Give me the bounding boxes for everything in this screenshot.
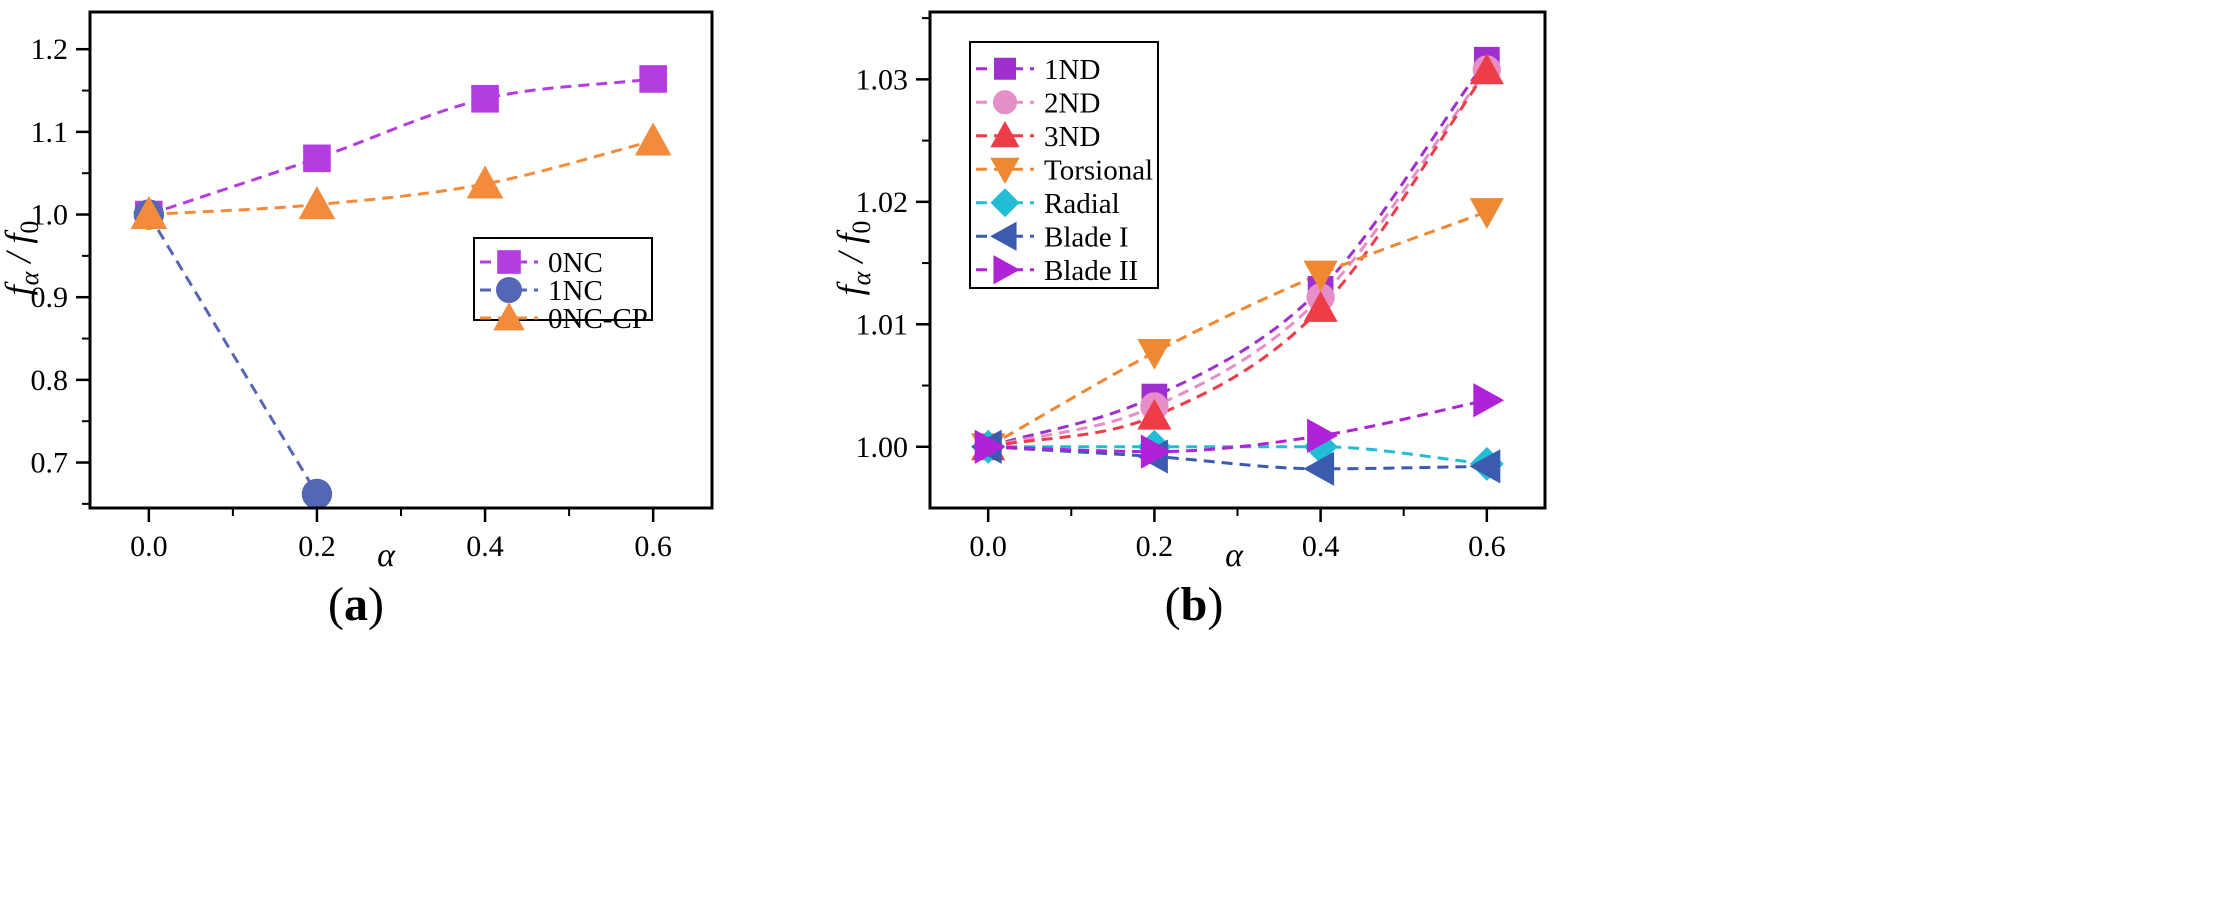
panel-a-legend-1nc-label: 1NC <box>548 275 603 307</box>
panel-b-y-axis-label: fα / f0 <box>830 221 876 296</box>
panel-b-y-label-den-sub: 0 <box>847 221 876 234</box>
panel-b-legend-3nd-marker <box>990 120 1020 148</box>
panel-b-legend-blade-i-marker <box>990 221 1017 251</box>
panel-b-y-tick-label: 1.00 <box>856 431 909 464</box>
panel-b-legend-3nd-label: 3ND <box>1044 121 1100 153</box>
panel-a: 0.0 0.2 0.4 0.6 0.7 0.8 0.9 1.0 1.1 1.2 (a) α fα … <box>0 10 714 631</box>
panel-b-legend-2nd-label: 2ND <box>1044 87 1100 119</box>
panel-b-series-blade-ii-point <box>1307 418 1338 453</box>
panel-b-series-blade-ii-point <box>1140 434 1172 469</box>
panel-a-series-1nc-line <box>147 213 319 495</box>
panel-a-legend-0nc-cp-label: 0NC-CP <box>548 303 648 335</box>
panel-b-series-torsional-point <box>1137 338 1172 370</box>
panel-b-y-tick-label: 1.03 <box>856 63 909 96</box>
panel-b-series-blade-ii-point <box>974 429 1006 464</box>
panel-a-x-tick-label: 0.2 <box>298 530 336 563</box>
panel-a-label-text: (a) <box>328 578 384 631</box>
panel-a-series-0nc-cp-point <box>130 196 168 230</box>
panel-a-y-tick-label: 0.7 <box>31 447 69 480</box>
panel-a-y-tick-label: 0.9 <box>31 281 69 314</box>
panel-b-x-tick-label: 0.0 <box>969 530 1007 563</box>
panel-a-axes-frame <box>88 10 714 510</box>
panel-a-series-0nc-point <box>471 85 499 113</box>
panel-a-y-axis-label: fα / f0 <box>0 221 44 296</box>
panel-b-plot-area: 0.0 0.2 0.4 0.6 1.00 1.01 1.02 1.03 <box>856 17 1506 563</box>
panel-b-legend-blade-i-label: Blade I <box>1044 221 1129 253</box>
panel-b-label-open-paren: ( <box>1165 578 1181 631</box>
panel-a-series-0nc-point <box>639 65 667 93</box>
panel-a-x-tick-label: 0.6 <box>634 530 672 563</box>
panel-a-x-axis-label: α <box>377 537 396 574</box>
panel-b-series-3nd-point <box>1469 53 1504 85</box>
panel-b-legend-1nd-marker <box>994 57 1016 80</box>
panel-b-series-torsional-point <box>1469 198 1504 229</box>
panel-b-x-tick-label: 0.4 <box>1302 530 1340 563</box>
panel-a-label: (a) <box>328 578 384 631</box>
panel-b-legend-torsional-marker <box>990 157 1020 185</box>
panel-b-series-radial-line <box>988 445 1487 466</box>
panel-a-y-label-den-sub: 0 <box>15 221 44 234</box>
panel-a-series-0nc-point <box>303 144 331 173</box>
panel-b-legend-blade-ii-label: Blade II <box>1044 255 1138 287</box>
panel-a-series-0nc-line <box>148 77 654 216</box>
panel-a-label-letter: a <box>344 578 368 631</box>
panel-b-legend-1nd-label: 1ND <box>1044 54 1100 86</box>
panel-b-label: (b) <box>1165 578 1224 631</box>
panel-b-series-blade-i-point <box>1303 451 1335 486</box>
panel-b-y-tick-label: 1.02 <box>856 186 909 219</box>
panel-b-x-tick-label: 0.2 <box>1136 530 1174 563</box>
panel-b-series-blade-ii-line <box>988 398 1488 454</box>
panel-b-label-text: (b) <box>1165 578 1224 631</box>
panel-b-series-1nd-line <box>987 58 1489 449</box>
panel-a-series-0nc-cp-point <box>634 122 672 156</box>
panel-a-legend-0nc-cp-marker <box>493 302 525 331</box>
panel-a-y-tick-label: 1.0 <box>31 199 69 232</box>
panel-a-legend-0nc-label: 0NC <box>548 247 603 279</box>
panel-b-legend-torsional-label: Torsional <box>1044 154 1153 186</box>
panel-a-x-tick-label: 0.4 <box>466 530 504 563</box>
panel-b-legend-2nd-marker <box>992 90 1018 115</box>
panel-b-series-torsional-line <box>987 210 1488 449</box>
panel-b-legend-radial-label: Radial <box>1044 188 1120 220</box>
panel-b: 0.0 0.2 0.4 0.6 1.00 1.01 1.02 1.03 (b) α fα / … <box>830 10 1547 631</box>
panel-b-series-3nd-point <box>1303 291 1338 322</box>
panel-a-x-tick-label: 0.0 <box>130 530 168 563</box>
panel-b-label-close-paren: ) <box>1207 578 1223 631</box>
panel-a-series-1nc-point <box>301 478 333 510</box>
panel-b-y-tick-label: 1.01 <box>856 308 909 341</box>
panel-b-series-3nd-point <box>1137 398 1172 430</box>
panel-b-x-axis-label: α <box>1225 537 1244 574</box>
panel-b-series-3nd-line <box>987 69 1489 449</box>
panel-a-label-close-paren: ) <box>368 578 384 631</box>
panel-b-series-2nd-line <box>987 68 1489 449</box>
panel-a-plot-area: 0.0 0.2 0.4 0.6 0.7 0.8 0.9 1.0 1.1 1.2 <box>31 33 672 563</box>
panel-b-legend-radial-marker <box>990 188 1020 218</box>
panel-b-y-label-sep: / <box>830 244 870 272</box>
panel-a-y-label-sep: / <box>0 244 38 272</box>
panel-b-axes-frame <box>928 10 1547 510</box>
panel-b-series-torsional-point <box>1303 260 1338 292</box>
panel-a-series-0nc-cp-line <box>148 139 654 217</box>
panel-a-y-label-num-sub: α <box>15 270 44 285</box>
panel-b-label-letter: b <box>1181 578 1208 631</box>
panel-b-series-blade-ii-point <box>1473 383 1505 418</box>
panel-a-y-tick-label: 0.8 <box>31 364 69 397</box>
panel-b-y-label-num-sub: α <box>847 270 876 285</box>
panel-a-series-0nc-cp-point <box>298 186 336 220</box>
panel-a-label-open-paren: ( <box>328 578 344 631</box>
panel-a-legend-0nc-marker <box>497 250 521 274</box>
panel-a-y-tick-label: 1.1 <box>31 116 69 149</box>
panel-b-legend-blade-ii-marker <box>993 255 1020 285</box>
panel-b-series-blade-i-point <box>1469 449 1501 484</box>
panel-b-series-blade-i-line <box>988 445 1487 471</box>
panel-a-legend-1nc-marker <box>496 277 522 303</box>
panel-a-series-0nc-cp-point <box>466 165 504 199</box>
panel-a-y-tick-label: 1.2 <box>31 33 69 66</box>
panel-b-x-tick-label: 0.6 <box>1468 530 1506 563</box>
